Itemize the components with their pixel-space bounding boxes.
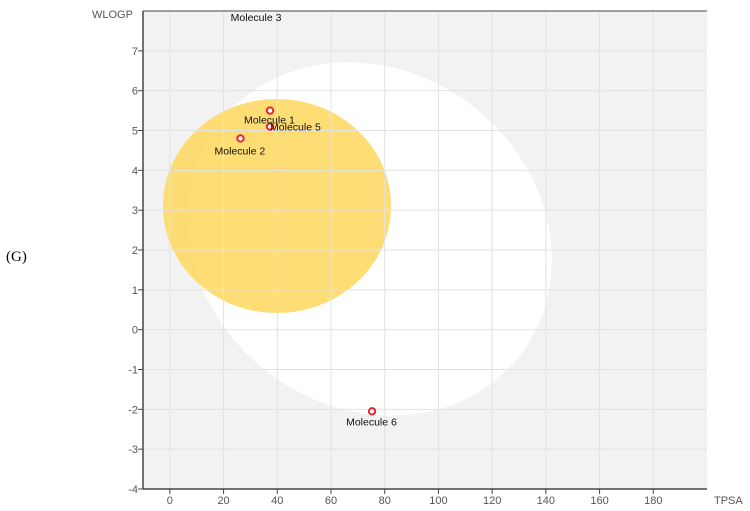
- point-marker: [367, 407, 377, 416]
- y-tick-label: 2: [132, 245, 138, 257]
- y-tick-label: 1: [132, 285, 138, 297]
- point-label: Molecule 6: [346, 416, 397, 428]
- y-tick-label: 5: [132, 126, 138, 138]
- x-tick-label: 20: [217, 495, 229, 507]
- y-tick-label: 0: [132, 325, 138, 337]
- y-tick-label: -3: [128, 444, 138, 456]
- x-tick-label: 80: [379, 495, 391, 507]
- point-marker: [265, 106, 275, 115]
- x-tick-label: 120: [483, 495, 501, 507]
- y-tick-label: 6: [132, 86, 138, 98]
- y-axis-title: WLOGP: [92, 9, 133, 21]
- point-label: Molecule 1: [244, 115, 295, 127]
- points: [236, 106, 377, 416]
- x-tick-label: 100: [429, 495, 447, 507]
- x-tick-label: 40: [271, 495, 283, 507]
- y-tick-label: -4: [128, 484, 138, 496]
- point-label: Molecule 2: [214, 145, 265, 157]
- point-label: Molecule 5: [270, 122, 321, 134]
- x-tick-label: 140: [537, 495, 555, 507]
- x-axis-title: TPSA: [714, 495, 743, 507]
- y-tick-label: -1: [128, 365, 138, 377]
- ticks: 0 20 40 60 80 100 120 140 160 180 -4 -3 -2 -1 0 1 2 3 4 5 6 7: [128, 46, 662, 507]
- y-tick-label: -2: [128, 404, 138, 416]
- labels: Molecule 1 Molecule 2 Molecule 3 Molecule 5…: [214, 12, 397, 428]
- point-label: Molecule 3: [231, 12, 282, 24]
- x-tick-label: 160: [590, 495, 608, 507]
- y-tick-label: 7: [132, 46, 138, 58]
- point-marker: [265, 122, 275, 131]
- point-marker: [236, 134, 245, 143]
- x-tick-label: 180: [644, 495, 662, 507]
- grid: [143, 11, 707, 490]
- y-tick-label: 3: [132, 205, 138, 217]
- x-tick-label: 60: [325, 495, 337, 507]
- x-tick-label: 0: [167, 495, 173, 507]
- y-tick-label: 4: [132, 165, 138, 177]
- panel-label: (G): [6, 249, 27, 265]
